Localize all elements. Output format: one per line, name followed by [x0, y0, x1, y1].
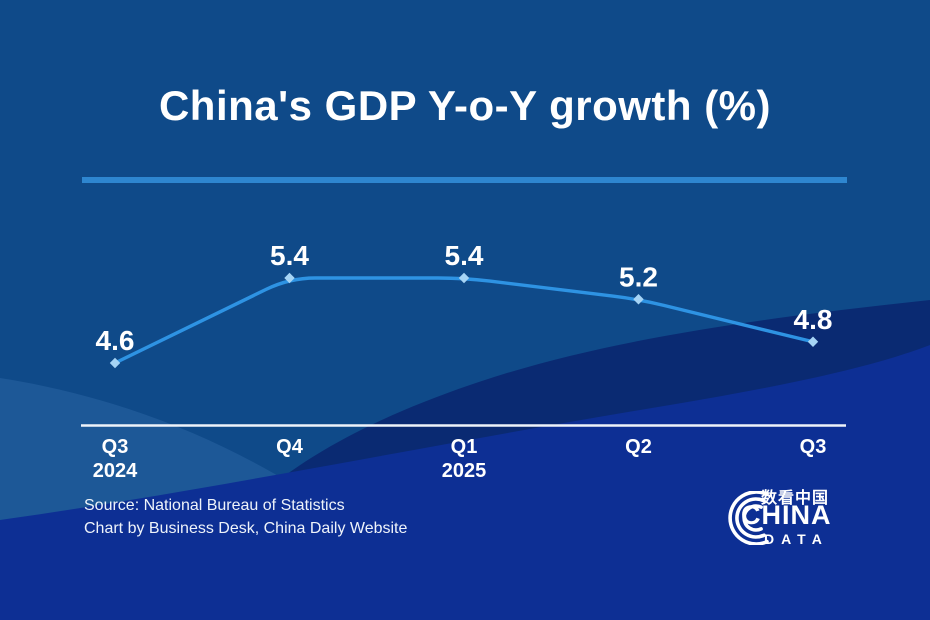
background-wave-royal — [0, 345, 930, 620]
x-tick-label: Q2 — [625, 436, 652, 458]
logo-china-text: CHINA — [741, 500, 832, 530]
data-point-marker — [458, 272, 470, 284]
data-point-marker — [284, 272, 295, 284]
x-tick-year-label: 2024 — [93, 460, 138, 482]
credit-line: Chart by Business Desk, China Daily Webs… — [84, 520, 408, 537]
x-tick-label: Q3 — [800, 436, 827, 458]
logo-chinese-text: 数看中国 — [761, 490, 830, 507]
data-point-marker — [807, 336, 819, 347]
source-note: Source: National Bureau of Statistics Ch… — [84, 494, 407, 540]
data-point-label: 5.4 — [445, 240, 484, 271]
data-point-label: 5.4 — [270, 240, 309, 271]
x-tick-label: Q4 — [276, 436, 304, 458]
data-point-marker — [109, 357, 121, 369]
x-tick-label: Q1 — [451, 436, 478, 458]
china-data-logo: 数看中国 CHINA DATA — [724, 484, 854, 548]
logo-arcs-icon — [728, 491, 769, 545]
source-line: Source: National Bureau of Statistics — [84, 497, 345, 514]
x-tick-year-label: 2025 — [442, 460, 487, 482]
title-divider — [82, 177, 847, 183]
data-point-label: 4.6 — [96, 325, 135, 356]
data-point-marker — [633, 294, 644, 305]
chart-title: China's GDP Y-o-Y growth (%) — [158, 82, 772, 129]
data-point-label: 4.8 — [794, 304, 833, 335]
x-tick-label: Q3 — [102, 436, 129, 458]
logo-data-text: DATA — [764, 531, 829, 547]
gdp-growth-line — [113, 276, 815, 365]
data-point-label: 5.2 — [619, 261, 658, 292]
